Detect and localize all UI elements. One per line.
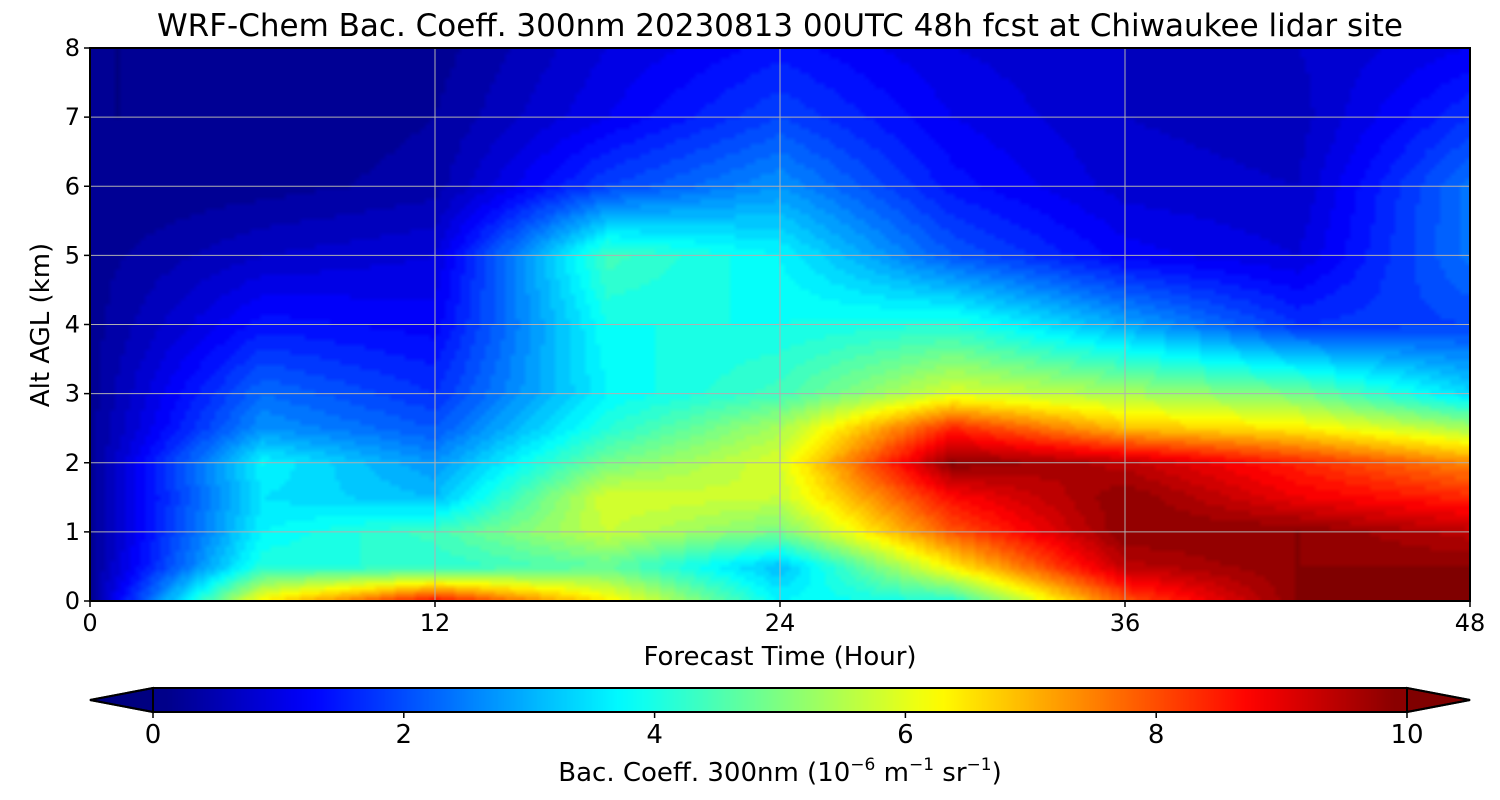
y-tick-label: 0 (65, 587, 80, 615)
y-tick-label: 5 (65, 241, 80, 269)
colorbar-extend-high (1406, 686, 1471, 714)
colorbar-tick-label: 6 (897, 720, 914, 750)
colorbar: 0 2 4 6 8 10 Bac. Coeff. 300nm (10−6 m−1 sr−1… (89, 686, 1471, 788)
colorbar-tick-label: 8 (1148, 720, 1165, 750)
x-tick-label: 24 (765, 609, 796, 637)
y-tick-label: 6 (65, 172, 80, 200)
y-tick-label: 2 (65, 449, 80, 477)
y-axis-label: Alt AGL (km) (26, 243, 56, 407)
colorbar-tick-label: 2 (396, 720, 413, 750)
chart-title: WRF-Chem Bac. Coeff. 300nm 20230813 00UT… (157, 8, 1403, 44)
colorbar-tick-label: 10 (1390, 720, 1423, 750)
y-tick-label: 3 (65, 380, 80, 408)
x-tick-label: 48 (1455, 609, 1486, 637)
colorbar-extend-low (89, 686, 154, 714)
colorbar-label: Bac. Coeff. 300nm (10−6 m−1 sr−1) (558, 755, 1001, 788)
y-axis-ticks: 0 1 2 3 4 5 6 7 8 (65, 34, 90, 615)
x-tick-label: 0 (82, 609, 97, 637)
y-tick-label: 4 (65, 311, 80, 339)
colorbar-ticks: 0 2 4 6 8 10 (145, 712, 1424, 750)
colorbar-gradient (153, 688, 1407, 712)
y-tick-label: 8 (65, 34, 80, 62)
x-tick-label: 36 (1110, 609, 1141, 637)
colorbar-tick-label: 4 (646, 720, 663, 750)
y-tick-label: 1 (65, 518, 80, 546)
x-axis-label: Forecast Time (Hour) (643, 642, 916, 672)
x-tick-label: 12 (420, 609, 451, 637)
y-tick-label: 7 (65, 103, 80, 131)
x-axis-ticks: 0 12 24 36 48 (82, 601, 1485, 637)
colorbar-tick-label: 0 (145, 720, 162, 750)
